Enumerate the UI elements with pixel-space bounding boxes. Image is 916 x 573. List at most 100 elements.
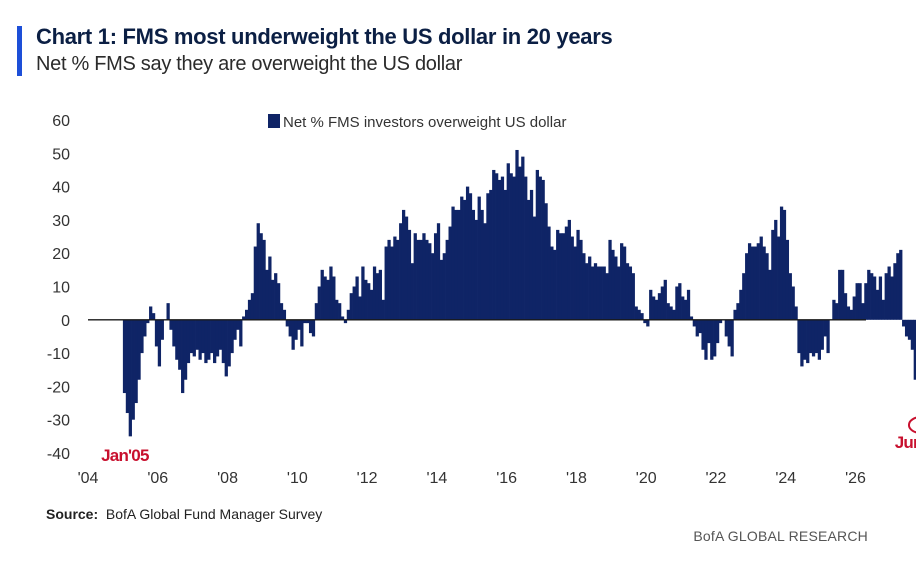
x-tick-label: '16	[496, 470, 517, 487]
bar	[846, 306, 851, 320]
bar	[669, 306, 673, 320]
bar	[570, 236, 574, 320]
bar	[285, 319, 289, 327]
bar	[506, 163, 510, 320]
bar	[637, 309, 641, 320]
bar	[524, 176, 528, 320]
bar	[210, 319, 214, 354]
bar	[128, 319, 132, 437]
bar	[239, 319, 243, 347]
bar	[259, 233, 263, 320]
bar	[652, 296, 656, 320]
bar	[657, 293, 662, 320]
bar	[233, 319, 237, 340]
x-tick-label: '06	[147, 470, 168, 487]
bar	[698, 319, 702, 334]
y-axis-ticks: -40 -30 -20 -10 0 10 20 30 40 50 60	[47, 113, 70, 463]
bar	[791, 286, 795, 320]
bar	[806, 319, 810, 364]
bar	[747, 243, 752, 320]
bar	[245, 309, 249, 320]
bar	[774, 219, 778, 320]
bar	[695, 319, 699, 337]
bar	[160, 319, 164, 340]
bar	[483, 223, 487, 320]
source-note: Source: BofA Global Fund Manager Survey	[46, 506, 322, 522]
bar	[451, 206, 455, 320]
bar	[367, 283, 371, 320]
x-tick-label: '14	[426, 470, 447, 487]
bar	[332, 276, 336, 320]
bar	[436, 223, 441, 320]
bar	[172, 319, 176, 347]
bar	[762, 246, 766, 320]
bar	[515, 149, 519, 320]
bar	[620, 243, 624, 320]
bar	[288, 319, 292, 337]
bar	[681, 296, 685, 320]
bar	[814, 319, 819, 354]
bar	[178, 319, 182, 370]
x-axis-ticks: '04 '06 '08 '10 '12 '14 '16 '18 '20 '22 '24 '26	[78, 470, 866, 487]
bar	[122, 319, 127, 394]
bar	[675, 286, 679, 320]
bar	[823, 319, 827, 337]
bar	[500, 176, 505, 320]
bar	[579, 239, 583, 320]
bar	[689, 316, 694, 320]
bar	[724, 319, 728, 337]
bar	[718, 319, 723, 324]
bar	[779, 206, 784, 320]
title-accent-bar	[17, 26, 22, 76]
bar	[509, 173, 513, 320]
bar	[393, 236, 397, 320]
bar	[730, 319, 734, 357]
bar	[134, 319, 138, 404]
bar	[276, 283, 281, 320]
bar	[460, 196, 464, 320]
x-tick-label: '10	[287, 470, 308, 487]
bar	[811, 319, 816, 357]
bar	[628, 266, 633, 320]
bar	[384, 246, 388, 320]
y-tick-label: -10	[47, 346, 70, 363]
bar	[777, 236, 781, 320]
bar	[867, 269, 871, 320]
bar	[593, 263, 598, 320]
bar	[547, 226, 551, 320]
bar	[308, 319, 313, 334]
bar	[279, 303, 284, 320]
bar	[756, 243, 760, 320]
bar	[611, 249, 615, 320]
bar	[407, 229, 412, 320]
bar	[183, 319, 188, 380]
bar	[131, 319, 135, 420]
bar	[715, 319, 720, 344]
bar	[169, 319, 173, 330]
bar	[617, 266, 621, 320]
bar	[736, 303, 740, 320]
bar	[323, 276, 327, 320]
bar	[381, 299, 385, 320]
bar	[826, 319, 830, 354]
bar	[297, 319, 301, 330]
bar	[477, 196, 481, 320]
bar	[364, 279, 368, 320]
bar	[817, 319, 821, 360]
bar	[146, 319, 150, 324]
bar	[704, 319, 708, 360]
bar	[739, 289, 743, 320]
bar	[745, 253, 749, 320]
bar	[399, 223, 403, 320]
bar	[186, 319, 191, 364]
bar	[422, 233, 426, 320]
chart-subtitle: Net % FMS say they are overweight the US…	[36, 53, 463, 75]
bar	[535, 169, 539, 320]
bar	[870, 273, 874, 320]
bar	[875, 289, 880, 320]
bar	[634, 306, 638, 320]
bar	[236, 319, 240, 330]
bar	[527, 199, 531, 320]
bar	[480, 209, 484, 320]
bar	[204, 319, 208, 364]
